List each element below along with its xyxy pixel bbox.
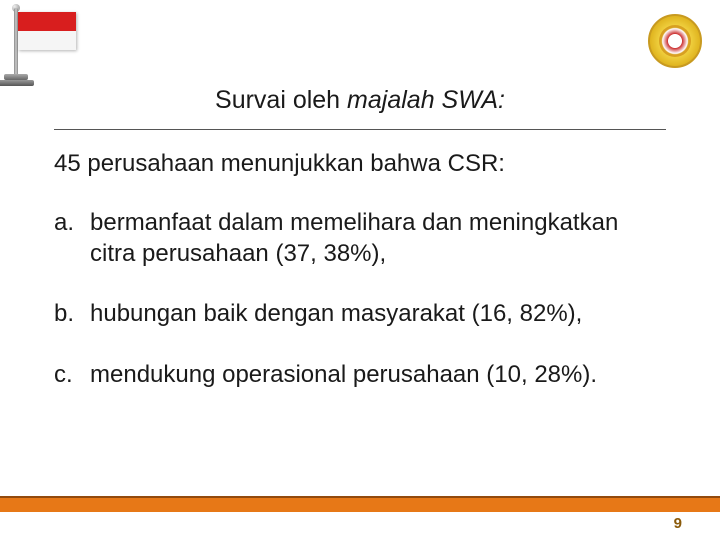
university-logo-icon — [648, 14, 702, 68]
list-text: mendukung operasional perusahaan (10, 28… — [90, 361, 597, 388]
list-item: a.bermanfaat dalam memelihara dan mening… — [54, 208, 666, 269]
list-item: b.hubungan baik dengan masyarakat (16, 8… — [54, 299, 666, 330]
findings-list: a.bermanfaat dalam memelihara dan mening… — [54, 208, 666, 391]
list-item: c.mendukung operasional perusahaan (10, … — [54, 360, 666, 391]
footer-bar — [0, 496, 720, 512]
title-plain: Survai oleh — [215, 86, 347, 114]
list-marker: a. — [54, 208, 90, 239]
list-marker: c. — [54, 360, 90, 391]
list-marker: b. — [54, 299, 90, 330]
list-text: hubungan baik dengan masyarakat (16, 82%… — [90, 300, 582, 327]
slide-title: Survai oleh majalah SWA: — [54, 86, 666, 115]
title-divider — [54, 129, 666, 130]
list-text: bermanfaat dalam memelihara dan meningka… — [90, 209, 618, 267]
title-italic: majalah SWA: — [347, 86, 505, 114]
slide-content: Survai oleh majalah SWA: 45 perusahaan m… — [54, 86, 666, 421]
page-number: 9 — [674, 515, 682, 532]
intro-text: 45 perusahaan menunjukkan bahwa CSR: — [54, 150, 666, 178]
